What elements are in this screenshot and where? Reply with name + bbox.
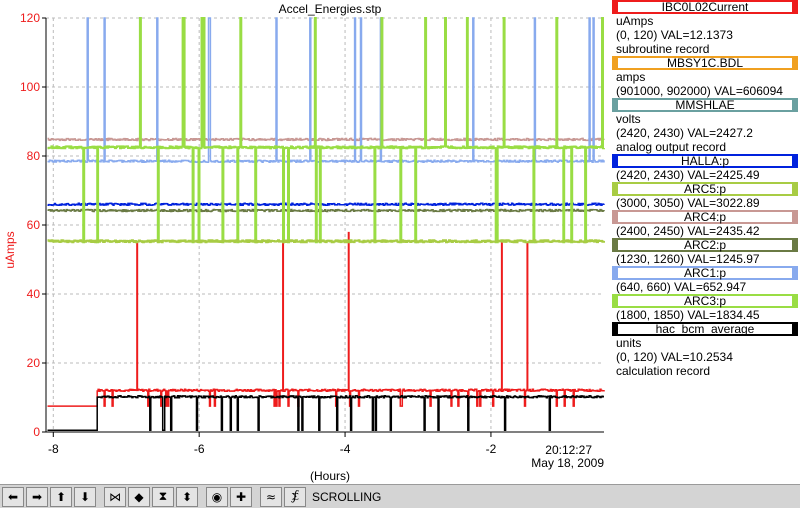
legend-panel: IBC0L02Current uAmps (0, 120) VAL=12.1373 s…	[612, 0, 800, 378]
legend-entry-arc4-p[interactable]: ARC4:p (2400, 2450) VAL=2435.42	[612, 210, 800, 238]
unstagger-icon: ⨋	[291, 489, 299, 503]
series-arc2-p	[47, 208, 605, 213]
target-icon: ◉	[211, 489, 223, 504]
stagger-icon: ≈	[265, 489, 277, 504]
y-axis-label: uAmps	[3, 231, 17, 268]
x-tick-label: -8	[48, 442, 59, 456]
series-arc1-p	[47, 17, 605, 163]
y-tick-label: 60	[27, 218, 41, 232]
legend-entry-arc5-p[interactable]: ARC5:p (3000, 3050) VAL=3022.89	[612, 182, 800, 210]
zoom-out-y-button[interactable]: ⬍	[176, 486, 198, 507]
legend-series-name[interactable]: hac_bcm_average	[612, 322, 798, 336]
legend-detail: (0, 120) VAL=10.2534	[616, 350, 733, 364]
zoom-in-x-button[interactable]: ⋈	[104, 486, 126, 507]
y-tick-label: 120	[20, 11, 40, 25]
series-arc3-p	[47, 17, 605, 244]
x-axis-label: (Hours)	[310, 469, 350, 483]
pan-left-button[interactable]: ⬅	[2, 486, 24, 507]
legend-detail: (0, 120) VAL=12.1373	[616, 28, 733, 42]
legend-detail: (2420, 2430) VAL=2427.2	[616, 126, 753, 140]
zoom-in-x-icon: ⋈	[109, 489, 121, 504]
stagger-button[interactable]: ≈	[260, 486, 282, 507]
y-tick-label: 40	[27, 287, 41, 301]
data-traces	[47, 17, 605, 432]
series-arc4-p	[47, 137, 605, 142]
arrow-left-icon: ⬅	[7, 489, 19, 504]
y-tick-label: 100	[20, 80, 40, 94]
grid-lines	[46, 17, 604, 433]
legend-entry-arc3-p[interactable]: ARC3:p (1800, 1850) VAL=1834.45	[612, 294, 800, 322]
legend-series-name[interactable]: ARC3:p	[612, 294, 798, 308]
legend-entry-arc1-p[interactable]: ARC1:p (640, 660) VAL=652.947	[612, 266, 800, 294]
end-time-label: 20:12:27	[545, 443, 592, 457]
plot-area[interactable]: 0 20 40 60 80 100 120 -8 -6 -4 -2 Accel_Energies.s…	[0, 0, 612, 484]
series-arc5-p	[47, 239, 605, 244]
legend-detail: volts	[616, 112, 641, 126]
legend-series-name[interactable]: MBSY1C.BDL	[612, 56, 798, 70]
x-tick-label: -2	[486, 442, 497, 456]
legend-detail: calculation record	[616, 364, 711, 378]
legend-entry-mbsy1c-bdl[interactable]: MBSY1C.BDL amps (901000, 902000) VAL=60609…	[612, 56, 800, 98]
legend-series-name[interactable]: HALLA:p	[612, 154, 798, 168]
arrow-right-icon: ➡	[31, 489, 43, 504]
series-ibc0l02current	[47, 388, 605, 407]
legend-detail: (640, 660) VAL=652.947	[616, 280, 747, 294]
arrow-down-icon: ⬇	[79, 489, 91, 504]
legend-detail: (3000, 3050) VAL=3022.89	[616, 196, 760, 210]
legend-entry-hac-bcm-average[interactable]: hac_bcm_average units (0, 120) VAL=10.2534…	[612, 322, 800, 378]
legend-entry-ibc0l02current[interactable]: IBC0L02Current uAmps (0, 120) VAL=12.1373 s…	[612, 0, 800, 56]
axes: 0 20 40 60 80 100 120 -8 -6 -4 -2	[20, 11, 604, 456]
legend-detail: (2420, 2430) VAL=2425.49	[616, 168, 760, 182]
legend-series-name[interactable]: MMSHLAE	[612, 98, 798, 112]
plus-icon: ✚	[235, 489, 247, 504]
series-halla-p	[47, 202, 605, 207]
y-tick-label: 80	[27, 149, 41, 163]
legend-detail: units	[616, 336, 642, 350]
y-tick-label: 0	[33, 425, 40, 439]
legend-detail: amps	[616, 70, 646, 84]
pan-down-button[interactable]: ⬇	[74, 486, 96, 507]
x-tick-label: -4	[340, 442, 351, 456]
legend-detail: analog output record	[616, 140, 727, 154]
zoom-out-y-icon: ⬍	[181, 489, 193, 504]
mode-label: SCROLLING	[312, 489, 382, 504]
legend-entry-arc2-p[interactable]: ARC2:p (1230, 1260) VAL=1245.97	[612, 238, 800, 266]
legend-detail: (1800, 1850) VAL=1834.45	[616, 308, 760, 322]
zoom-in-y-icon: ⧗	[158, 489, 168, 503]
zoom-out-x-button[interactable]: ◆	[128, 486, 150, 507]
legend-detail: subroutine record	[616, 42, 710, 56]
legend-entry-halla-p[interactable]: HALLA:p (2420, 2430) VAL=2425.49	[612, 154, 800, 182]
zoom-out-x-icon: ◆	[134, 489, 144, 504]
pan-up-button[interactable]: ⬆	[50, 486, 72, 507]
legend-series-name[interactable]: ARC4:p	[612, 210, 798, 224]
arrow-up-icon: ⬆	[55, 489, 67, 504]
legend-detail: uAmps	[616, 14, 654, 28]
legend-series-name[interactable]: IBC0L02Current	[612, 0, 798, 14]
zoom-in-y-button[interactable]: ⧗	[152, 486, 174, 507]
x-tick-label: -6	[194, 442, 205, 456]
legend-detail: (901000, 902000) VAL=606094	[616, 84, 783, 98]
auto-scale-button[interactable]: ◉	[206, 486, 228, 507]
pan-right-button[interactable]: ➡	[26, 486, 48, 507]
series-hac-bcm-average	[47, 395, 604, 432]
end-date-label: May 18, 2009	[531, 456, 604, 470]
legend-detail: (1230, 1260) VAL=1245.97	[616, 252, 760, 266]
add-button[interactable]: ✚	[230, 486, 252, 507]
legend-series-name[interactable]: ARC2:p	[612, 238, 798, 252]
legend-entry-mmshlae[interactable]: MMSHLAE volts (2420, 2430) VAL=2427.2 analo…	[612, 98, 800, 154]
toolbar: ⬅ ➡ ⬆ ⬇ ⋈ ◆ ⧗ ⬍ ◉ ✚ ≈ ⨋ SCROLLING	[0, 484, 800, 508]
chart-title: Accel_Energies.stp	[279, 2, 382, 16]
unstagger-button[interactable]: ⨋	[284, 486, 306, 507]
y-tick-label: 20	[27, 356, 41, 370]
legend-series-name[interactable]: ARC5:p	[612, 182, 798, 196]
legend-series-name[interactable]: ARC1:p	[612, 266, 798, 280]
legend-detail: (2400, 2450) VAL=2435.42	[616, 224, 760, 238]
